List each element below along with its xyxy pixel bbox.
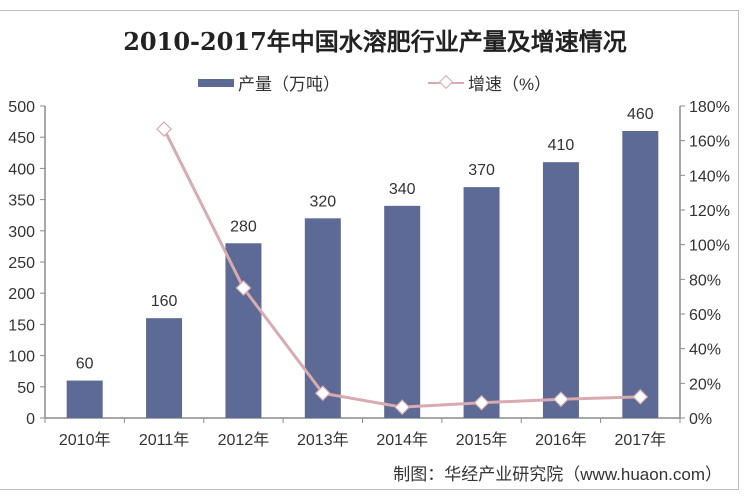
bar-data-label: 410 (548, 137, 575, 154)
x-axis-label: 2013年 (297, 431, 349, 449)
bar-2016年 (542, 162, 579, 418)
diamond-marker-icon (394, 399, 411, 416)
chart-source: 制图：华经产业研究院（www.huaon.com） (393, 465, 722, 484)
bar-2015年 (463, 187, 500, 418)
bar-data-label: 280 (230, 218, 257, 235)
x-axis-label: 2015年 (456, 431, 508, 449)
chart-legend: 产量（万吨） 增速（%） (0, 70, 750, 94)
bar-swatch-icon (198, 78, 234, 87)
legend-label-growth: 增速（%） (468, 75, 552, 94)
x-axis-label: 2010年 (59, 431, 111, 449)
left-axis-label: 400 (8, 161, 35, 178)
bar-2011年 (146, 318, 183, 418)
right-axis-label: 60% (689, 307, 721, 324)
left-axis-label: 250 (8, 255, 35, 272)
bar-data-label: 60 (76, 356, 94, 373)
right-axis-label: 20% (689, 376, 721, 393)
left-axis-label: 200 (8, 286, 35, 303)
left-axis-label: 50 (17, 380, 35, 397)
right-axis-label: 40% (689, 342, 721, 359)
legend-item-production: 产量（万吨） (198, 70, 340, 95)
right-axis-label: 0% (689, 411, 712, 428)
line-diamond-swatch-icon (428, 74, 464, 89)
diamond-marker-icon (632, 388, 649, 405)
diamond-marker-icon (235, 280, 252, 296)
diamond-marker-icon (473, 394, 490, 411)
right-axis-label: 140% (689, 168, 730, 185)
left-axis-label: 350 (8, 193, 35, 210)
right-axis-label: 100% (689, 238, 730, 255)
x-axis-label: 2016年 (535, 431, 587, 449)
right-axis-label: 120% (689, 203, 730, 220)
left-axis-label: 100 (8, 349, 35, 366)
bar-data-label: 460 (627, 106, 654, 123)
left-axis-label: 150 (8, 317, 35, 334)
bar-2012年 (225, 243, 262, 418)
bar-data-label: 160 (151, 293, 178, 310)
x-axis-label: 2011年 (139, 431, 189, 449)
legend-item-growth: 增速（%） (428, 70, 551, 95)
x-axis-label: 2012年 (218, 431, 270, 449)
diamond-marker-icon (314, 385, 331, 402)
right-axis-label: 160% (689, 134, 730, 151)
bar-2014年 (384, 205, 421, 418)
chart-title: 2010-2017年中国水溶肥行业产量及增速情况 (123, 27, 627, 56)
diamond-marker-icon (553, 391, 569, 408)
left-axis-label: 450 (8, 130, 35, 147)
left-axis-label: 500 (8, 99, 35, 116)
bar-2017年 (622, 130, 659, 418)
bar-data-label: 320 (309, 193, 336, 210)
bar-2013年 (304, 218, 341, 418)
legend-label-production: 产量（万吨） (238, 75, 340, 94)
left-axis-label: 0 (26, 411, 35, 428)
x-axis-label: 2017年 (615, 431, 667, 449)
x-axis-label: 2014年 (376, 431, 428, 449)
bar-data-label: 370 (468, 162, 495, 179)
right-axis-label: 80% (689, 272, 721, 289)
chart-frame (0, 10, 739, 490)
bar-2010年 (66, 380, 103, 418)
left-axis-label: 300 (8, 224, 35, 241)
bar-data-label: 340 (389, 181, 416, 198)
diamond-marker-icon (156, 121, 172, 137)
right-axis-label: 180% (689, 99, 730, 116)
